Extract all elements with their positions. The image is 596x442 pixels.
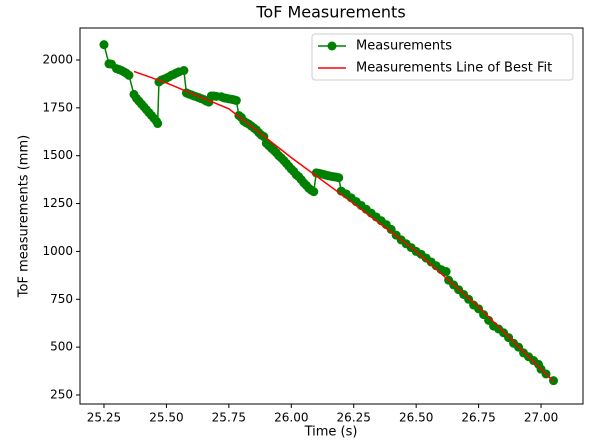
- legend-box: [311, 33, 574, 81]
- x-tick-label: 25.75: [212, 411, 246, 425]
- data-point: [179, 66, 189, 76]
- x-tick-label: 26.50: [399, 411, 433, 425]
- y-tick-label: 1500: [42, 148, 73, 162]
- x-tick-label: 26.25: [337, 411, 371, 425]
- y-tick-label: 500: [50, 340, 73, 354]
- data-point: [231, 96, 241, 106]
- chart-title: ToF Measurements: [255, 3, 405, 22]
- legend-marker: [327, 41, 337, 51]
- y-axis-label: ToF measurements (mm): [17, 135, 32, 298]
- y-tick-label: 1250: [42, 196, 73, 210]
- x-tick-label: 26.75: [461, 411, 495, 425]
- x-tick-label: 27.00: [524, 411, 558, 425]
- x-axis-label: Time (s): [304, 425, 358, 440]
- legend-label: Measurements: [356, 39, 452, 54]
- legend-label: Measurements Line of Best Fit: [356, 61, 552, 76]
- data-point: [309, 187, 319, 197]
- y-tick-label: 2000: [42, 52, 73, 66]
- y-tick-label: 1000: [42, 244, 73, 258]
- y-tick-label: 250: [50, 388, 73, 402]
- data-point: [334, 173, 344, 183]
- y-tick-label: 750: [50, 292, 73, 306]
- series-line: [133, 70, 555, 383]
- x-tick-label: 25.25: [87, 411, 121, 425]
- x-tick-label: 25.50: [149, 411, 183, 425]
- y-tick-label: 1750: [42, 100, 73, 114]
- data-point: [124, 70, 134, 80]
- axes-frame: [79, 27, 584, 405]
- x-tick-label: 26.00: [274, 411, 308, 425]
- data-point: [441, 267, 451, 277]
- data-point: [99, 40, 109, 50]
- data-point: [153, 119, 163, 129]
